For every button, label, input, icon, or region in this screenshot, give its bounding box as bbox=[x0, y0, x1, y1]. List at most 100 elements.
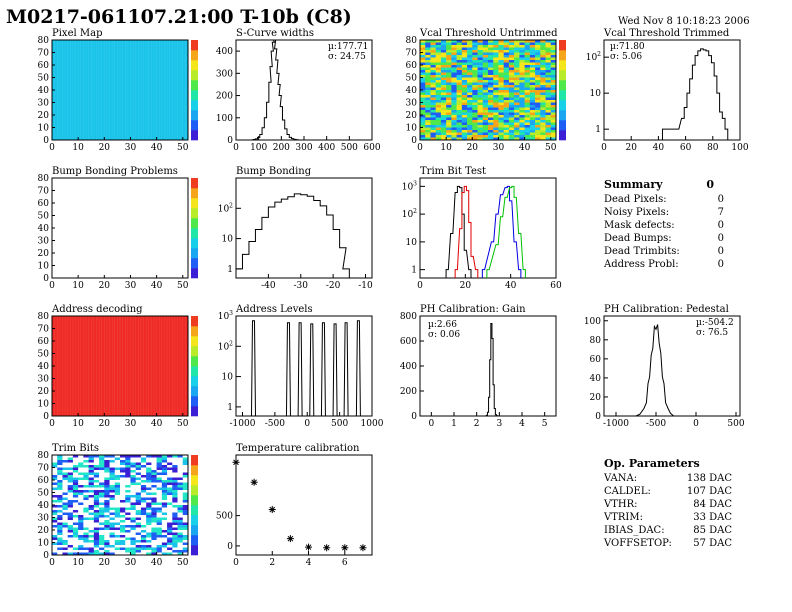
trim-bits-cell bbox=[146, 525, 152, 528]
trim-bits-cell bbox=[93, 457, 100, 461]
trim-bits-cell bbox=[140, 495, 147, 498]
trim-bits-cell bbox=[72, 532, 79, 536]
trim-bits-cell bbox=[78, 505, 84, 508]
trim-bits-cell bbox=[151, 495, 157, 498]
vcal-untrimmed-cell bbox=[535, 67, 541, 71]
vcal-untrimmed-cell bbox=[503, 90, 510, 93]
vcal-untrimmed-cell bbox=[524, 135, 531, 138]
trim-bits-cell bbox=[78, 542, 84, 546]
trim-bits-cell bbox=[114, 527, 121, 531]
trim-bits-cell bbox=[135, 517, 142, 521]
trim-bits-cell bbox=[88, 465, 95, 468]
vcal-untrimmed-cell bbox=[550, 40, 557, 43]
vcal-untrimmed-cell bbox=[461, 102, 468, 106]
vcal-untrimmed-cell bbox=[514, 117, 520, 121]
trim-bits-cell bbox=[167, 457, 173, 461]
vcal-untrimmed-cell bbox=[420, 102, 426, 106]
address-decoding-palette-swatch bbox=[191, 366, 198, 377]
trim-bits-cell bbox=[62, 552, 68, 556]
trim-bits-cell bbox=[88, 502, 95, 506]
trim-bits-cell bbox=[62, 470, 68, 473]
trim-bits-cell bbox=[62, 490, 68, 493]
vcal-untrimmed-cell bbox=[514, 122, 520, 126]
trim-bits-cell bbox=[177, 500, 184, 503]
timestamp: Wed Nov 8 10:18:23 2006 bbox=[618, 16, 750, 27]
trim-bits-cell bbox=[72, 537, 79, 541]
vcal-untrimmed-cell bbox=[456, 137, 463, 141]
vcal-untrimmed-cell bbox=[503, 137, 510, 141]
vcal-untrimmed-cell bbox=[498, 40, 504, 43]
trim-bits-cell bbox=[72, 502, 79, 506]
vcal-untrimmed-cell bbox=[446, 102, 452, 106]
ph-gain-xtick-label: 2 bbox=[474, 419, 480, 429]
trim-bits-cell bbox=[177, 460, 184, 463]
trim-bits-cell bbox=[57, 462, 63, 466]
trim-bits-cell bbox=[93, 547, 100, 551]
vcal-untrimmed-cell bbox=[514, 52, 520, 56]
vcal-untrimmed-cell bbox=[467, 72, 473, 76]
vcal-untrimmed-cell bbox=[440, 137, 447, 141]
trim-bits-cell bbox=[83, 472, 89, 476]
trim-bits-cell bbox=[182, 492, 189, 496]
trim-bits-cell bbox=[135, 530, 142, 533]
vcal-untrimmed-cell bbox=[430, 92, 436, 96]
trim-bits-cell bbox=[88, 545, 95, 548]
vcal-untrimmed-cell bbox=[451, 80, 457, 83]
vcal-untrimmed-cell bbox=[456, 77, 463, 81]
vcal-untrimmed-cell bbox=[540, 122, 546, 126]
vcal-untrimmed-cell bbox=[519, 132, 525, 136]
vcal-untrimmed-cell bbox=[545, 55, 552, 58]
vcal-untrimmed-cell bbox=[514, 67, 520, 71]
vcal-untrimmed-cell bbox=[456, 90, 463, 93]
vcal-untrimmed-cell bbox=[488, 42, 494, 46]
trim-bit-test-series-3 bbox=[486, 185, 526, 278]
bump-problems-frame bbox=[51, 177, 189, 279]
vcal-untrimmed-cell bbox=[461, 132, 468, 136]
vcal-untrimmed-cell bbox=[545, 102, 552, 106]
vcal-untrimmed-cell bbox=[545, 50, 552, 53]
vcal-untrimmed-cell bbox=[472, 57, 478, 61]
trim-bit-test-xtick-label: 60 bbox=[550, 281, 562, 291]
trim-bits-cell bbox=[146, 472, 152, 476]
trim-bits-cell bbox=[172, 457, 178, 461]
vcal-untrimmed-cell bbox=[472, 65, 478, 68]
trim-bits-cell bbox=[125, 505, 131, 508]
vcal-untrimmed-cell bbox=[524, 82, 531, 86]
vcal-untrimmed-cell bbox=[524, 100, 531, 103]
trim-bits-cell bbox=[62, 542, 68, 546]
vcal-untrimmed-cell bbox=[524, 87, 531, 91]
ph-gain-stat: σ: 0.06 bbox=[428, 330, 460, 340]
trim-bits-cell bbox=[167, 475, 173, 478]
vcal-untrimmed-cell bbox=[488, 77, 494, 81]
vcal-untrimmed-cell bbox=[461, 85, 468, 88]
vcal-untrimmed-cell bbox=[435, 57, 442, 61]
trim-bits-cell bbox=[167, 480, 173, 483]
vcal-untrimmed-cell bbox=[467, 52, 473, 56]
trim-bits-cell bbox=[167, 540, 173, 543]
trim-bits-cell bbox=[99, 505, 105, 508]
trim-bits-cell bbox=[120, 500, 126, 503]
trim-bits-cell bbox=[52, 492, 58, 496]
trim-bits-xtick-label: 0 bbox=[49, 558, 55, 568]
trim-bits-cell bbox=[62, 532, 68, 536]
op-param-value: 85 DAC bbox=[693, 525, 732, 536]
trim-bits-cell bbox=[182, 515, 189, 518]
vcal-untrimmed-cell bbox=[472, 127, 478, 131]
trim-bits-cell bbox=[52, 465, 58, 468]
vcal-untrimmed-cell bbox=[461, 57, 468, 61]
summary-row-value: 0 bbox=[717, 259, 724, 270]
trim-bits-cell bbox=[125, 480, 131, 483]
trim-bits-cell bbox=[104, 472, 110, 476]
vcal-untrimmed-cell bbox=[435, 87, 442, 91]
vcal-untrimmed-cell bbox=[540, 40, 546, 43]
pixel-map-ytick-label: 40 bbox=[38, 86, 50, 96]
vcal-untrimmed-cell bbox=[493, 85, 499, 88]
trim-bits-cell bbox=[172, 545, 178, 548]
vcal-untrimmed-cell bbox=[477, 97, 484, 101]
vcal-untrimmed-cell bbox=[519, 105, 525, 108]
trim-bits-cell bbox=[172, 472, 178, 476]
trim-bits-cell bbox=[125, 460, 131, 463]
trim-bits-cell bbox=[182, 455, 189, 458]
trim-bits-cell bbox=[167, 470, 173, 473]
trim-bits-cell bbox=[156, 500, 163, 503]
